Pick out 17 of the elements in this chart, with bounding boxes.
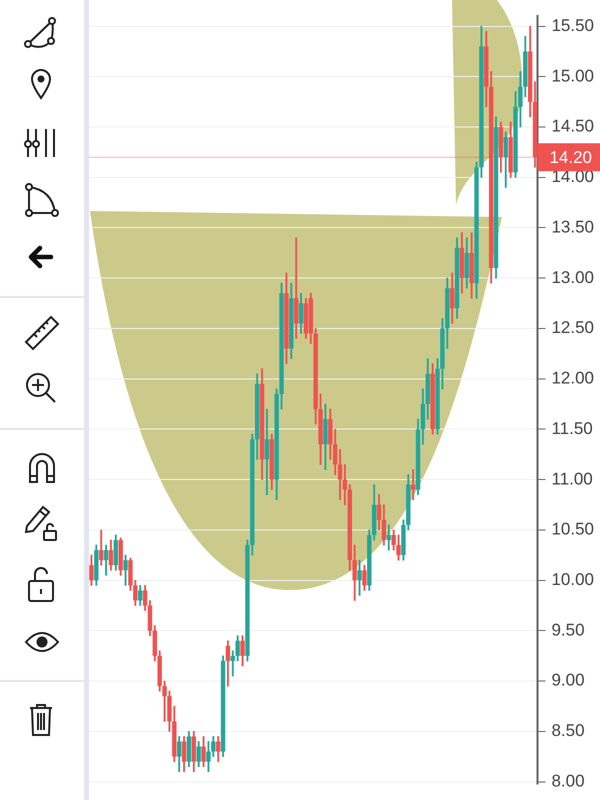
y-tick-label: 12.00 xyxy=(551,368,594,388)
y-tick-label: 10.50 xyxy=(551,520,594,539)
y-tick-label: 13.00 xyxy=(551,268,594,287)
y-tick-label: 8.50 xyxy=(551,721,585,740)
y-tick-label: 11.00 xyxy=(551,469,593,488)
candlestick xyxy=(410,469,416,500)
y-tick-label: 12.50 xyxy=(551,318,594,338)
y-tick-label: 9.50 xyxy=(551,620,585,640)
y-tick-label: 15.50 xyxy=(551,16,594,35)
y-tick-label: 10.00 xyxy=(551,570,594,590)
y-tick-label: 11.50 xyxy=(551,418,593,438)
y-tick-label: 13.50 xyxy=(551,217,594,236)
y-tick-label: 9.00 xyxy=(551,670,585,690)
y-tick-label: 14.50 xyxy=(551,116,594,136)
y-tick-label: 8.00 xyxy=(551,771,585,790)
ref-line-label: 14.20 xyxy=(549,148,592,167)
y-tick-label: 15.00 xyxy=(551,66,594,86)
